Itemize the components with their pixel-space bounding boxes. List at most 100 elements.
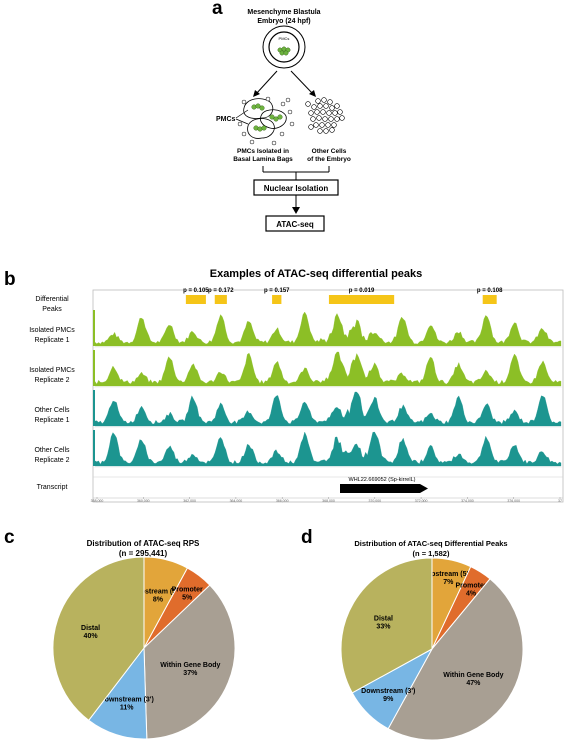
panel-d-pie: Distribution of ATAC-seq Differential Pe… xyxy=(340,539,524,741)
coordinate-tick-label: 368,000 xyxy=(322,499,335,503)
pmcs-pointer-2 xyxy=(235,118,249,125)
pmc-bags-illustration xyxy=(237,96,295,146)
peak-p-value: p = 0.157 xyxy=(264,288,290,294)
pie-slice-percent: 37% xyxy=(183,670,198,677)
other-label-line1: Other Cells xyxy=(312,148,347,155)
peak-p-value: p = 0.019 xyxy=(349,288,375,294)
peak-p-value: p = 0.108 xyxy=(477,288,503,294)
arrow-to-pmcs-head xyxy=(253,90,260,97)
differential-peaks-layer: p = 0.105 p = 0.172 p = 0.157 p = 0.019 p = … xyxy=(183,288,503,304)
embryo-pmc-cluster xyxy=(277,46,291,56)
pie-slice-name: Within Gene Body xyxy=(443,672,503,679)
coverage-track xyxy=(94,431,562,467)
pie-slice-name: Within Gene Body xyxy=(160,662,220,669)
track-2-label-line1: Isolated PMCs xyxy=(29,367,75,374)
pie-slice-percent: 5% xyxy=(182,595,193,602)
pie-c-subtitle: (n = 295,441) xyxy=(119,549,168,558)
coordinate-tick-label: 37 xyxy=(558,499,562,503)
pie-slice-percent: 8% xyxy=(153,596,164,603)
pie-slice-percent: 47% xyxy=(466,680,481,687)
coordinate-tick-label: 376,000 xyxy=(507,499,520,503)
pie-slice-percent: 9% xyxy=(383,696,394,703)
pie-slice-name: Upstream (5') xyxy=(426,571,470,578)
track-4-label-line2: Replicate 2 xyxy=(34,457,69,464)
coverage-track xyxy=(94,391,562,427)
gene-label: WHL22.669052 (Sp-kirrelL) xyxy=(349,477,416,483)
pie-slice xyxy=(387,578,524,741)
pie-slice-percent: 40% xyxy=(84,633,99,640)
embryo-inner-circle xyxy=(268,31,300,63)
coverage-track xyxy=(94,311,562,347)
coordinate-tick-label: 364,000 xyxy=(230,499,243,503)
track-scale-bar xyxy=(93,430,95,466)
arrow-to-pmcs xyxy=(255,70,278,95)
pie-slice-percent: 4% xyxy=(466,591,477,598)
embryo-pmcs-label: PMCs xyxy=(279,36,290,41)
track-scale-bar xyxy=(93,350,95,386)
arrow-to-atac-head xyxy=(292,207,300,214)
transcript-label: Transcript xyxy=(37,484,68,491)
track-scale-bar xyxy=(93,390,95,426)
coordinate-tick-label: 358,000 xyxy=(91,499,104,503)
pie-slice-name: Promoter xyxy=(455,583,486,590)
track-1-label-line1: Isolated PMCs xyxy=(29,327,75,334)
pie-slice-percent: 11% xyxy=(120,705,134,712)
track-4-label-line1: Other Cells xyxy=(34,447,70,454)
gene-arrow xyxy=(340,484,428,493)
differential-peak xyxy=(185,295,206,304)
coverage-tracks-layer xyxy=(93,310,563,468)
track-3-label-line1: Other Cells xyxy=(34,407,70,414)
arrow-to-other xyxy=(290,70,314,95)
track-scale-bar xyxy=(93,310,95,346)
coordinate-tick-labels: 358,000 360,000 362,000 364,000 366,000 368,0… xyxy=(91,497,562,503)
other-cells-cluster xyxy=(305,97,345,134)
differential-peak xyxy=(328,295,395,304)
panel-a-schematic: Mesenchyme Blastula Embryo (24 hpf) PMCs… xyxy=(216,9,351,232)
pie-slice-name: Upstream (5') xyxy=(136,588,180,595)
pie-slice-percent: 33% xyxy=(376,623,391,630)
other-label-line2: of the Embryo xyxy=(307,156,351,163)
atac-seq-text: ATAC-seq xyxy=(276,220,314,229)
coverage-track xyxy=(94,351,562,387)
diff-peaks-label-line1: Differential xyxy=(35,296,69,303)
pie-slice-percent: 7% xyxy=(443,579,454,586)
peak-p-value: p = 0.172 xyxy=(208,288,234,294)
atac-seq-box xyxy=(265,215,325,232)
differential-peak xyxy=(272,295,282,304)
embryo-label-line1: Mesenchyme Blastula xyxy=(247,9,320,16)
differential-peak xyxy=(214,295,227,304)
pie-slice-name: Distal xyxy=(374,615,393,622)
panel-b-browser: Examples of ATAC-seq differential peaks … xyxy=(29,268,564,503)
differential-peak xyxy=(482,295,497,304)
coordinate-tick-label: 372,000 xyxy=(415,499,428,503)
browser-frame xyxy=(92,289,564,503)
coordinate-tick-label: 374,000 xyxy=(461,499,474,503)
coordinate-tick-label: 360,000 xyxy=(137,499,150,503)
pie-c-title: Distribution of ATAC-seq RPS xyxy=(87,539,200,548)
embryo-outer-circle xyxy=(262,25,306,69)
pmcs-label: PMCs xyxy=(216,116,236,123)
diff-peaks-label-line2: Peaks xyxy=(42,306,62,313)
coordinate-tick-label: 370,000 xyxy=(368,499,381,503)
panel-c-pie: Distribution of ATAC-seq RPS (n = 295,44… xyxy=(52,539,236,740)
panel-d-letter: d xyxy=(301,527,313,548)
peak-p-value: p = 0.105 xyxy=(183,288,209,294)
isolated-label-line2: Basal Lamina Bags xyxy=(233,156,293,163)
pie-slice xyxy=(143,584,236,740)
pie-slice-name: Downstream (3') xyxy=(100,697,154,704)
pmcs-pointer-1 xyxy=(235,109,249,119)
panel-c-letter: c xyxy=(4,527,15,548)
pie-slice-name: Downstream (3') xyxy=(361,688,415,695)
panel-b-letter: b xyxy=(4,269,16,290)
arrow-to-other-head xyxy=(309,90,316,97)
panel-a-letter: a xyxy=(212,0,223,19)
embryo-label-line2: Embryo (24 hpf) xyxy=(257,18,310,25)
pie-slice xyxy=(52,556,145,721)
pie-d-subtitle: (n = 1,582) xyxy=(413,549,450,558)
pie-d-title: Distribution of ATAC-seq Differential Pe… xyxy=(354,539,507,548)
nuclear-isolation-text: Nuclear Isolation xyxy=(264,184,329,193)
pie-slice-name: Promoter xyxy=(172,587,203,594)
